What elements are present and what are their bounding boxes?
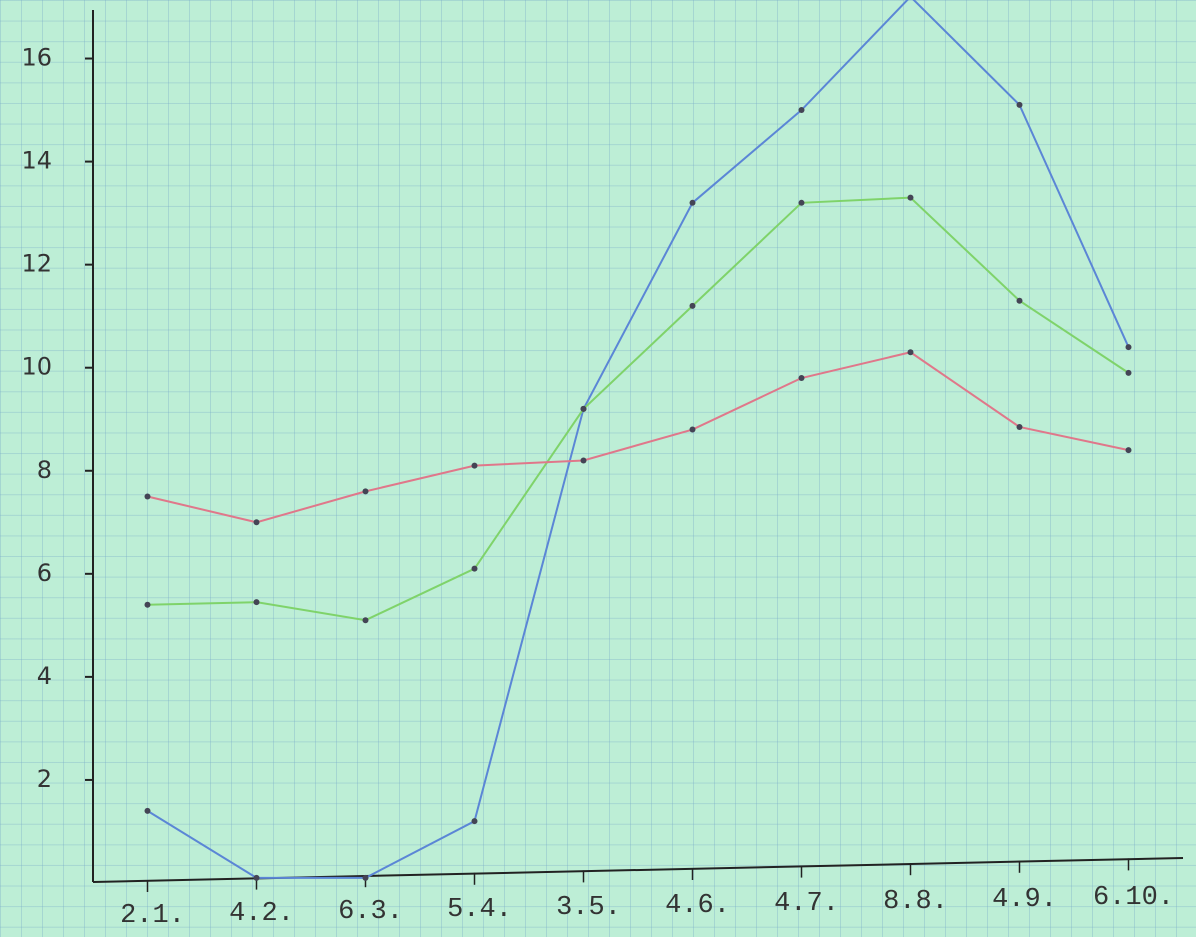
x-tick-label: 3.5. — [556, 893, 621, 923]
x-tick-label: 6.10. — [1093, 883, 1174, 913]
point — [581, 406, 587, 412]
point — [581, 457, 587, 463]
point — [145, 808, 151, 814]
y-tick-label: 16 — [21, 44, 52, 72]
series-line — [148, 0, 1129, 878]
point — [1126, 447, 1132, 453]
y-tick-label: 12 — [21, 250, 52, 278]
point — [799, 200, 805, 206]
point — [363, 488, 369, 494]
y-tick-label: 6 — [37, 559, 52, 587]
point — [690, 303, 696, 309]
point — [1126, 370, 1132, 376]
page: 2 4 6 8 10 12 14 16 2.1. 4.2. 6.3. 5.4. 3.5. 4.6. 4.7.… — [0, 0, 1196, 937]
point — [254, 519, 260, 525]
point — [145, 494, 151, 500]
y-tick-label: 2 — [37, 765, 52, 793]
point — [1017, 298, 1023, 304]
point — [1017, 102, 1023, 108]
series-line — [148, 198, 1129, 621]
x-tick-label: 4.9. — [992, 885, 1057, 915]
x-tick-label: 4.6. — [665, 891, 730, 921]
x-tick-label: 5.4. — [447, 895, 512, 925]
x-tick-label: 8.8. — [883, 887, 948, 917]
point — [472, 818, 478, 824]
x-tick-label: 6.3. — [338, 897, 403, 927]
y-tick-label: 10 — [21, 353, 52, 381]
point — [690, 427, 696, 433]
point — [908, 349, 914, 355]
point — [799, 375, 805, 381]
point — [1126, 344, 1132, 350]
x-tick-label: 2.1. — [120, 901, 185, 931]
x-tick-label: 4.2. — [229, 899, 294, 929]
y-tick-label: 4 — [37, 662, 52, 690]
point — [363, 617, 369, 623]
point — [254, 875, 260, 881]
series-line — [148, 352, 1129, 522]
point — [908, 195, 914, 201]
chart: 2 4 6 8 10 12 14 16 2.1. 4.2. 6.3. 5.4. 3.5. 4.6. 4.7.… — [0, 0, 1196, 937]
point — [254, 599, 260, 605]
y-tick-label: 8 — [37, 456, 52, 484]
x-tick-label: 4.7. — [774, 889, 839, 919]
point — [363, 875, 369, 881]
point — [1017, 424, 1023, 430]
point — [145, 602, 151, 608]
point — [799, 107, 805, 113]
point — [690, 200, 696, 206]
point — [472, 566, 478, 572]
y-tick-label: 14 — [21, 147, 52, 175]
point — [472, 463, 478, 469]
